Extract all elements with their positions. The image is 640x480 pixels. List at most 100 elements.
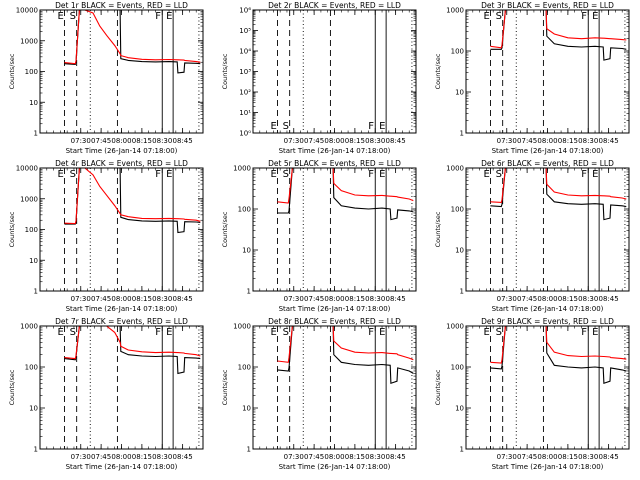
x-tick-label: 08:00 [324, 137, 344, 145]
y-axis-label: Counts/sec [434, 211, 442, 247]
x-tick-label: 08:15 [132, 295, 152, 303]
y-tick-label: 10 [29, 405, 38, 413]
plot-frame [39, 167, 204, 292]
x-tick-label: 08:00 [324, 295, 344, 303]
x-tick-label: 07:30 [284, 137, 304, 145]
x-axis-label: Start Time (26-Jan-14 07:18:00) [279, 147, 391, 155]
events-series-line [64, 10, 201, 74]
panel-title: Det 2r BLACK = Events, RED = LLD [268, 1, 401, 10]
y-tick-label: 100 [451, 364, 464, 372]
panel-title: Det 9r BLACK = Events, RED = LLD [481, 317, 614, 326]
x-tick-label: 07:30 [284, 453, 304, 461]
y-tick-label: 1 [34, 446, 38, 454]
detector-panel-2: Det 2r BLACK = Events, RED = LLD Counts/s… [221, 1, 417, 155]
x-tick-label: 07:30 [497, 137, 517, 145]
events-series-line [490, 10, 627, 61]
events-series-line [277, 168, 414, 221]
marker-label: S [70, 169, 76, 180]
x-tick-label: 08:45 [173, 137, 193, 145]
y-tick-label: 10⁶ [239, 7, 251, 15]
y-tick-label: 10000 [16, 7, 38, 15]
lld-series-line [490, 168, 627, 203]
x-tick-label: 08:30 [578, 295, 598, 303]
y-tick-label: 1 [460, 446, 464, 454]
y-axis-label: Counts/sec [221, 53, 229, 89]
x-tick-label: 08:45 [599, 295, 619, 303]
marker-label: S [283, 327, 289, 338]
plot-frame [252, 9, 417, 134]
marker-label: E [270, 121, 276, 132]
x-tick-label: 08:45 [599, 137, 619, 145]
x-tick-label: 08:15 [558, 137, 578, 145]
x-tick-label: 08:45 [386, 453, 406, 461]
y-tick-label: 1 [247, 288, 251, 296]
lld-series-line [490, 10, 627, 49]
marker-label: E [483, 169, 489, 180]
detector-panel-1: Det 1r BLACK = Events, RED = LLD Counts/s… [8, 1, 204, 155]
x-tick-label: 07:30 [497, 453, 517, 461]
marker-label: F [155, 11, 161, 22]
lld-series-line [64, 326, 201, 360]
marker-label: S [283, 169, 289, 180]
x-tick-label: 08:30 [152, 137, 172, 145]
events-series-line [490, 326, 627, 385]
marker-label: S [496, 11, 502, 22]
y-tick-label: 10⁴ [239, 48, 251, 56]
events-series-line [277, 326, 414, 385]
y-tick-label: 1 [34, 288, 38, 296]
y-tick-label: 1 [247, 446, 251, 454]
x-tick-label: 08:45 [173, 295, 193, 303]
y-tick-label: 10 [29, 99, 38, 107]
x-tick-label: 08:00 [111, 295, 131, 303]
x-tick-label: 08:30 [578, 137, 598, 145]
marker-label: E [57, 11, 63, 22]
y-tick-label: 10 [455, 405, 464, 413]
marker-label: E [483, 11, 489, 22]
y-tick-label: 100 [451, 206, 464, 214]
marker-label: S [496, 169, 502, 180]
x-tick-label: 07:45 [517, 137, 537, 145]
marker-label: F [155, 169, 161, 180]
y-tick-label: 100 [25, 68, 38, 76]
x-axis-label: Start Time (26-Jan-14 07:18:00) [492, 147, 604, 155]
events-series-line [490, 168, 627, 221]
marker-label: S [70, 327, 76, 338]
plot-frame [252, 325, 417, 450]
marker-label: E [379, 169, 385, 180]
lld-series-line [277, 168, 414, 204]
x-axis-label: Start Time (26-Jan-14 07:18:00) [66, 147, 178, 155]
x-tick-label: 08:30 [365, 295, 385, 303]
lld-series-line [490, 326, 627, 364]
lld-series-line [64, 10, 201, 65]
y-axis-label: Counts/sec [8, 211, 16, 247]
marker-label: S [283, 121, 289, 132]
marker-label: F [368, 327, 374, 338]
x-tick-label: 07:45 [91, 295, 111, 303]
plot-frame [252, 167, 417, 292]
y-tick-label: 1000 [446, 165, 464, 173]
lld-series-line [277, 326, 414, 363]
x-tick-label: 08:00 [537, 295, 557, 303]
x-tick-label: 07:45 [91, 453, 111, 461]
x-tick-label: 08:15 [132, 453, 152, 461]
detector-panel-7: Det 7r BLACK = Events, RED = LLD Counts/s… [8, 317, 204, 471]
marker-label: E [270, 169, 276, 180]
y-tick-label: 1000 [20, 323, 38, 331]
marker-label: F [368, 121, 374, 132]
marker-label: F [155, 327, 161, 338]
x-tick-label: 08:30 [578, 453, 598, 461]
plot-frame [465, 325, 630, 450]
marker-label: E [270, 327, 276, 338]
y-tick-label: 100 [238, 206, 251, 214]
y-tick-label: 1000 [20, 195, 38, 203]
x-tick-label: 08:30 [152, 453, 172, 461]
marker-label: F [581, 11, 587, 22]
x-axis-label: Start Time (26-Jan-14 07:18:00) [279, 305, 391, 313]
marker-label: E [57, 169, 63, 180]
x-tick-label: 08:45 [599, 453, 619, 461]
marker-label: E [57, 327, 63, 338]
panel-title: Det 6r BLACK = Events, RED = LLD [481, 159, 614, 168]
y-axis-label: Counts/sec [221, 211, 229, 247]
x-axis-label: Start Time (26-Jan-14 07:18:00) [66, 305, 178, 313]
